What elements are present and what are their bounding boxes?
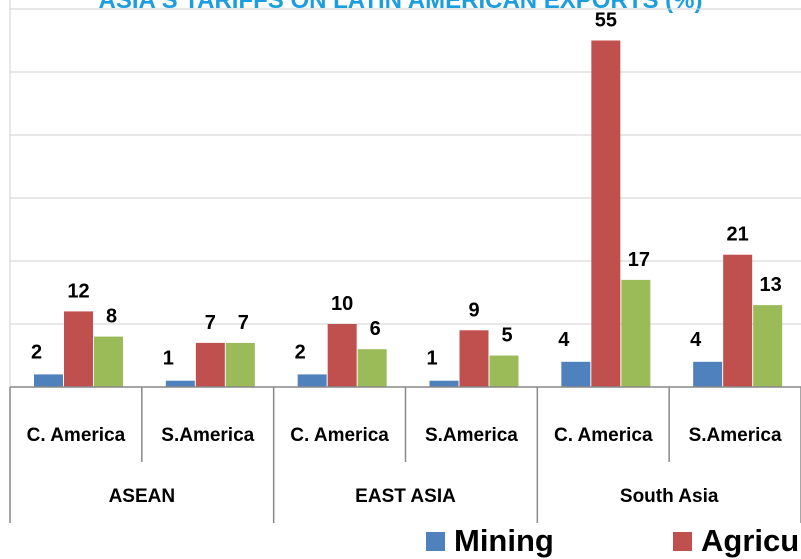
chart-title: ASIA'S TARIFFS ON LATIN AMERICAN EXPORTS…: [98, 0, 703, 14]
legend-label-agriculture: Agricul: [701, 523, 801, 558]
category-label: C. America: [27, 425, 126, 446]
category-label: S.America: [425, 425, 518, 446]
bar: [723, 254, 753, 387]
data-label: 8: [106, 306, 117, 328]
data-label: 7: [205, 312, 216, 334]
bar: [561, 361, 591, 387]
data-label: 4: [558, 329, 570, 351]
category-label: C. America: [290, 425, 389, 446]
group-label: ASEAN: [109, 486, 176, 507]
category-label: S.America: [689, 425, 782, 446]
bar: [429, 380, 459, 387]
category-label: S.America: [161, 425, 254, 446]
legend-swatch-mining: [426, 531, 445, 551]
group-label: South Asia: [620, 486, 719, 507]
bar: [297, 374, 327, 387]
data-label: 6: [370, 318, 381, 340]
data-label: 1: [163, 348, 174, 370]
data-label: 10: [331, 293, 353, 315]
bar: [693, 361, 723, 387]
legend-swatch-agriculture: [673, 531, 692, 551]
group-label: EAST ASIA: [355, 486, 456, 507]
bar: [34, 374, 63, 387]
bar: [489, 355, 519, 387]
data-label: 1: [426, 348, 437, 370]
data-label: 17: [628, 249, 650, 271]
data-label: 13: [760, 274, 782, 296]
data-label: 21: [727, 224, 749, 246]
data-label: 7: [238, 312, 249, 334]
bar: [327, 324, 357, 387]
data-label: 12: [67, 280, 89, 302]
legend-item-mining: Mining: [426, 523, 554, 559]
data-label: 4: [690, 329, 702, 351]
data-label: 55: [595, 10, 617, 32]
bar: [64, 311, 93, 387]
data-label: 2: [295, 341, 306, 363]
bar: [621, 279, 651, 387]
bar: [94, 336, 123, 387]
bar: [225, 342, 255, 387]
bar: [165, 380, 195, 387]
data-label: 2: [31, 341, 42, 363]
bar: [459, 330, 489, 387]
category-label: C. America: [554, 425, 653, 446]
data-label: 5: [501, 325, 512, 347]
bar: [753, 305, 783, 387]
data-label: 9: [468, 299, 479, 321]
bar: [591, 40, 621, 387]
legend-label-mining: Mining: [454, 523, 554, 558]
legend-item-agriculture: Agricul: [673, 523, 801, 559]
bar: [195, 342, 225, 387]
bar: [357, 349, 387, 387]
legend: Mining Agricul: [0, 523, 801, 559]
